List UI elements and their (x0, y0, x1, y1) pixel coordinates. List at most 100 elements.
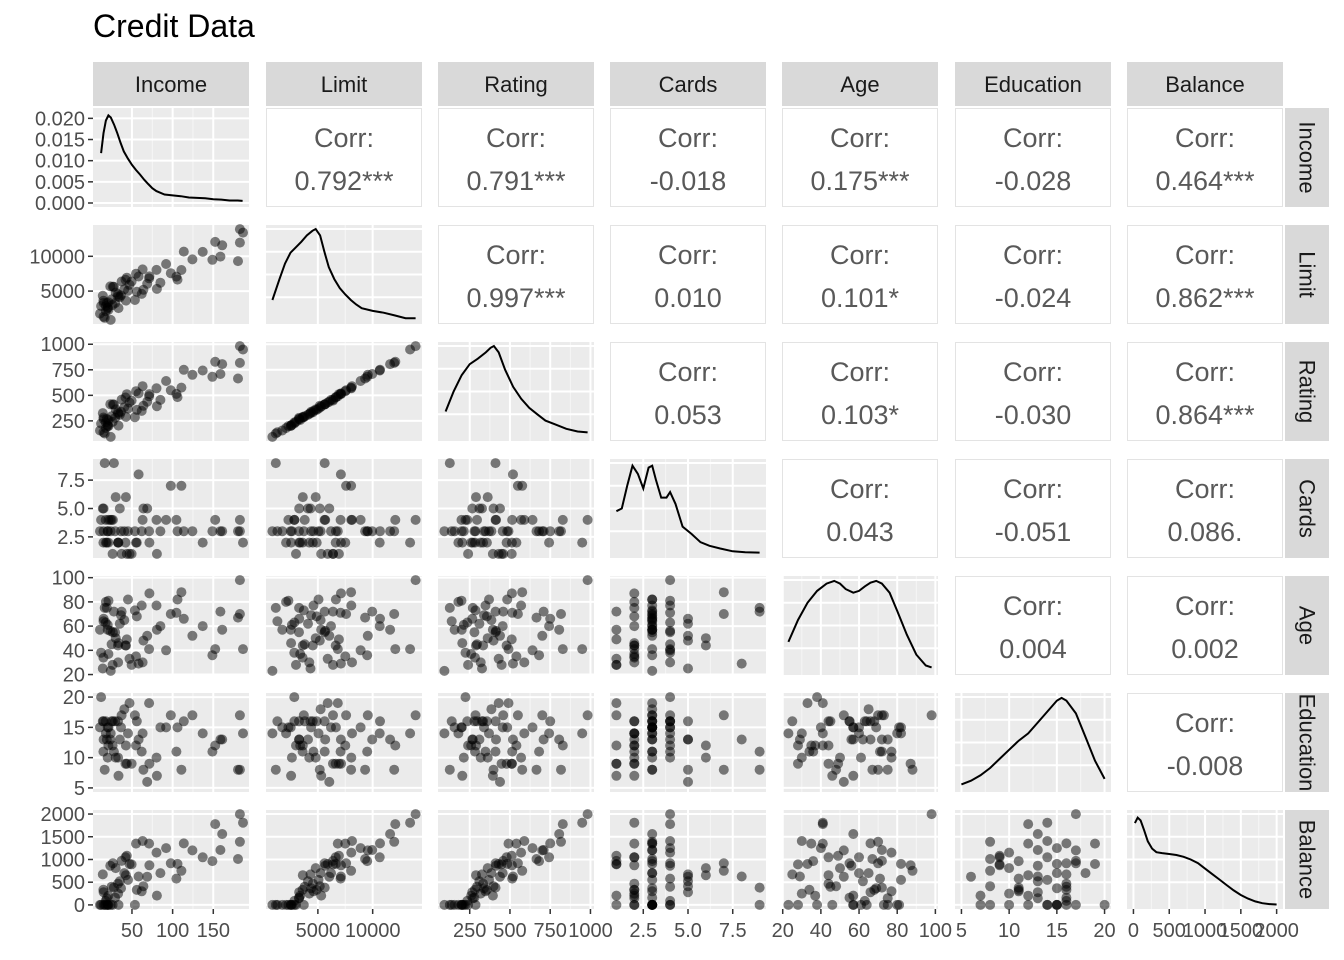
data-point (844, 892, 855, 903)
y-tick-label: 0 (74, 895, 85, 917)
row-strip-limit (1285, 225, 1329, 324)
scatter-points-education-vs-income (95, 692, 248, 787)
data-point (794, 871, 805, 882)
y-tick-label: 250 (52, 411, 85, 433)
corr-panel (782, 225, 938, 324)
data-point (129, 412, 140, 423)
data-point (155, 526, 166, 537)
corr-panel (782, 342, 938, 441)
corr-label: Corr: (1175, 474, 1235, 504)
y-tick-label: 0.010 (35, 151, 85, 173)
data-point (1042, 874, 1053, 885)
data-point (155, 277, 166, 288)
data-point (197, 621, 208, 632)
data-point (217, 359, 228, 370)
data-point (1042, 852, 1053, 863)
data-point (517, 480, 528, 491)
y-tick-label: 40 (63, 640, 85, 662)
density-line-income (100, 113, 243, 202)
scatter-points-education-vs-limit (267, 692, 421, 787)
data-point (178, 838, 189, 849)
data-point (479, 610, 489, 621)
data-point (554, 829, 565, 839)
data-point (835, 752, 845, 763)
data-point (107, 740, 118, 751)
strip-label-income: Income (135, 72, 207, 97)
data-point (490, 606, 501, 617)
data-point (151, 514, 162, 525)
data-point (165, 609, 176, 619)
data-point (307, 716, 318, 727)
data-point (439, 899, 450, 910)
data-point (97, 663, 108, 674)
data-point (322, 653, 333, 664)
data-point (511, 537, 522, 548)
data-point (114, 409, 125, 420)
data-point (863, 704, 874, 715)
data-point (835, 863, 845, 874)
scatter-points-rating-vs-limit (267, 341, 421, 442)
data-point (480, 526, 491, 537)
data-point (1023, 819, 1034, 830)
row-strip-cards (1285, 459, 1329, 558)
data-point (557, 514, 568, 525)
data-point (796, 888, 807, 899)
data-point (207, 856, 218, 867)
data-point (472, 514, 482, 525)
row-strip-label-cards: Cards (1295, 479, 1320, 538)
data-point (326, 868, 336, 879)
data-point (506, 588, 517, 599)
data-point (557, 819, 568, 830)
data-point (490, 746, 501, 757)
data-point (484, 728, 494, 739)
data-point (527, 722, 538, 733)
data-point (577, 644, 588, 655)
data-point (99, 764, 110, 775)
data-point (519, 728, 530, 739)
data-point (802, 859, 813, 869)
data-point (665, 873, 676, 884)
panel-background (93, 108, 249, 207)
data-point (1023, 870, 1034, 881)
data-point (234, 237, 245, 248)
data-point (512, 710, 523, 721)
corr-value: 0.791*** (466, 166, 566, 196)
corr-label: Corr: (658, 240, 718, 270)
data-point (754, 606, 765, 617)
data-point (838, 871, 849, 882)
data-point (876, 734, 887, 745)
data-point (374, 728, 385, 739)
data-point (136, 526, 147, 537)
data-point (142, 630, 153, 641)
data-point (1090, 838, 1100, 849)
data-point (120, 492, 131, 503)
data-point (238, 817, 248, 828)
data-point (458, 526, 469, 537)
data-point (234, 224, 245, 235)
corr-value: -0.030 (995, 400, 1072, 430)
strip-cards (610, 62, 766, 106)
y-tick-label: 500 (52, 872, 85, 894)
data-point (136, 886, 147, 897)
data-point (665, 617, 676, 628)
data-point (294, 537, 305, 548)
data-point (985, 854, 996, 864)
data-point (796, 836, 807, 846)
data-point (647, 838, 658, 849)
data-point (131, 838, 141, 849)
data-point (289, 692, 300, 703)
data-point (105, 665, 116, 676)
corr-panel (438, 108, 594, 207)
data-point (501, 640, 512, 651)
data-point (503, 698, 514, 709)
data-point (827, 899, 838, 910)
corr-panel (782, 108, 938, 207)
data-point (171, 746, 182, 757)
x-tick-label: 150 (197, 920, 230, 942)
data-point (985, 881, 996, 892)
x-tick-label: 10000 (345, 920, 401, 942)
data-point (629, 716, 640, 727)
data-point (294, 503, 305, 514)
data-point (96, 647, 107, 658)
data-point (1061, 858, 1072, 869)
